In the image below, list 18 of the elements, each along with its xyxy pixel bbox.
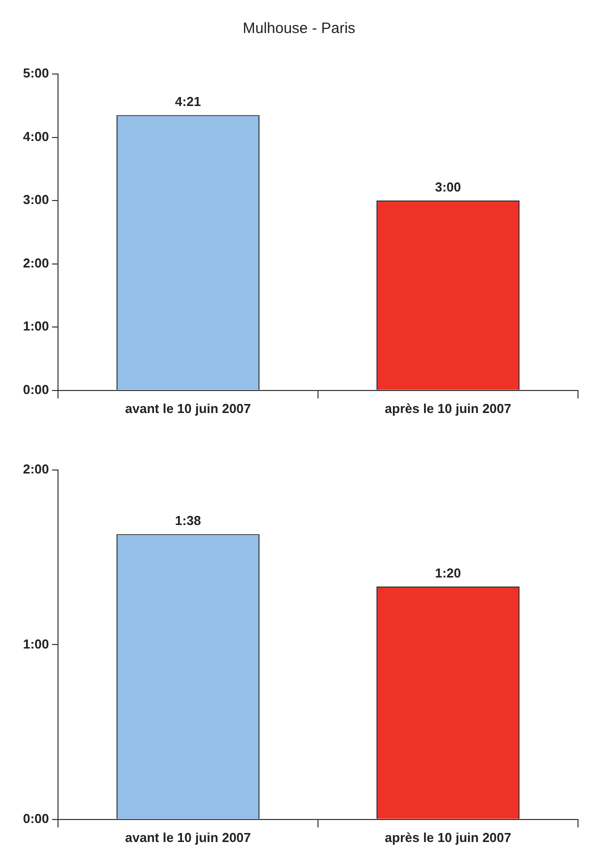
data-label: 1:38: [175, 513, 202, 528]
y-tick-label: 1:00: [22, 636, 50, 652]
data-label: 3:00: [434, 180, 462, 195]
y-tick-label: 5:00: [22, 66, 50, 81]
x-tick-label: après le 10 juin 2007: [384, 400, 512, 416]
y-tick-label: 0:00: [22, 382, 50, 397]
x-tick-label: avant le 10 juin 2007: [125, 830, 251, 845]
y-tick-label: 0:00: [22, 810, 50, 826]
y-tick-label: 3:00: [22, 192, 50, 208]
data-label: 4:21: [175, 94, 202, 110]
chart-title: Mulhouse - Paris: [242, 20, 356, 38]
x-tick-label: avant le 10 juin 2007: [125, 400, 251, 416]
y-tick-label: 2:00: [22, 462, 50, 477]
data-label: 1:20: [434, 566, 462, 581]
x-tick-label: après le 10 juin 2007: [384, 830, 512, 845]
y-tick-label: 4:00: [22, 128, 50, 144]
y-tick-label: 2:00: [22, 255, 50, 270]
y-tick-label: 1:00: [22, 318, 50, 334]
